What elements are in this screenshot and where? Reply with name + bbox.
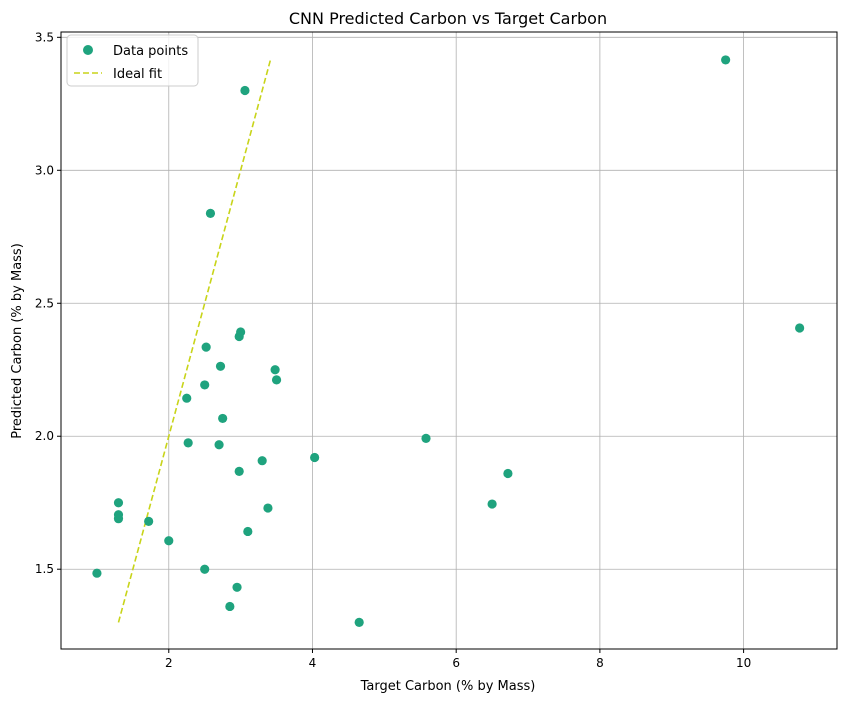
x-tick-label: 10 <box>736 656 751 670</box>
ideal-fit-line <box>117 58 272 623</box>
data-point <box>271 375 282 385</box>
data-point <box>218 413 228 424</box>
x-axis-label: Target Carbon (% by Mass) <box>360 679 536 694</box>
y-tick-label: 1.5 <box>35 562 54 576</box>
data-point <box>144 516 154 526</box>
legend-label-data-points: Data points <box>113 44 188 59</box>
y-tick-label: 2.0 <box>35 429 54 443</box>
data-point <box>215 361 226 371</box>
data-point <box>795 323 805 333</box>
data-point <box>200 380 210 390</box>
data-point <box>225 601 235 612</box>
data-point <box>200 564 210 574</box>
data-point <box>232 582 242 592</box>
plot-frame <box>60 31 838 650</box>
data-point <box>240 85 250 96</box>
grid <box>61 32 837 649</box>
legend-box <box>66 34 199 87</box>
data-point <box>310 452 320 463</box>
axis-ticks: 2 4 6 8 10 1.5 2.0 2.5 3.0 3.5 <box>35 30 751 670</box>
y-tick-label: 3.5 <box>35 30 54 44</box>
legend-label-ideal-fit: Ideal fit <box>113 67 162 82</box>
data-point <box>236 327 246 337</box>
legend-marker-data-points <box>83 45 93 55</box>
data-point <box>270 365 280 375</box>
y-tick-label: 3.0 <box>35 163 54 177</box>
ideal-fit-layer <box>117 58 272 623</box>
data-point <box>263 503 273 513</box>
y-axis-label: Predicted Carbon (% by Mass) <box>10 243 25 439</box>
data-point <box>503 468 513 479</box>
data-point <box>214 440 224 450</box>
legend: Data points Ideal fit <box>66 34 199 87</box>
chart-title: CNN Predicted Carbon vs Target Carbon <box>289 9 607 28</box>
data-point <box>354 617 364 628</box>
data-point <box>205 208 216 218</box>
data-point <box>164 536 174 546</box>
data-points-layer <box>92 55 805 628</box>
data-point <box>234 466 244 476</box>
data-point <box>113 498 124 508</box>
data-point <box>257 456 267 466</box>
data-point <box>183 438 193 448</box>
data-point <box>487 499 497 509</box>
data-point <box>92 568 102 578</box>
data-point <box>421 433 431 443</box>
data-point <box>721 55 731 65</box>
data-point <box>113 514 124 524</box>
y-tick-label: 2.5 <box>35 296 54 310</box>
x-tick-label: 8 <box>596 656 604 670</box>
x-tick-label: 6 <box>452 656 460 670</box>
data-point <box>243 526 253 537</box>
x-tick-label: 4 <box>309 656 317 670</box>
data-point <box>182 393 192 403</box>
x-tick-label: 2 <box>165 656 173 670</box>
data-point <box>201 342 211 352</box>
